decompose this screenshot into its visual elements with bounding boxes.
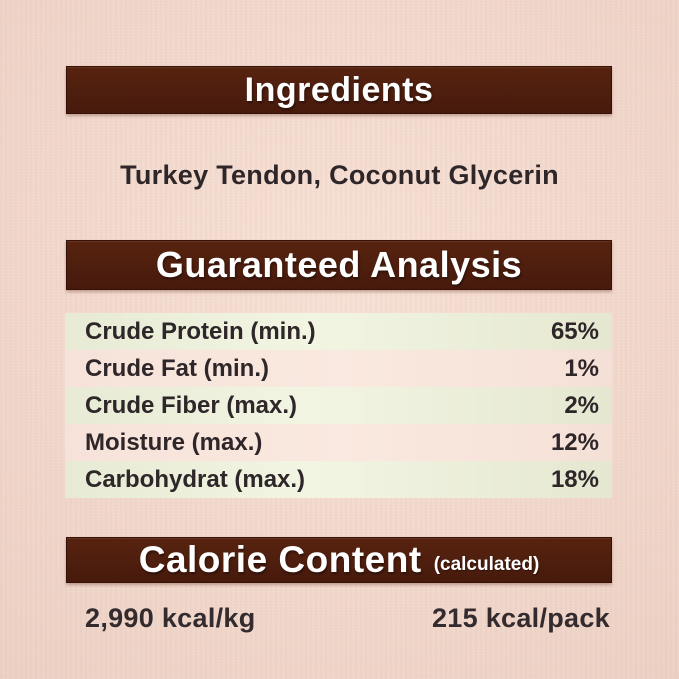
row-value: 12% (550, 428, 599, 456)
row-value: 1% (564, 354, 599, 382)
row-label: Crude Protein (min.) (85, 317, 316, 345)
row-label: Crude Fat (min.) (85, 354, 269, 382)
table-row-carbohydrat: Carbohydrat (max.) 18% (65, 461, 612, 498)
row-value: 18% (550, 465, 599, 493)
row-value: 2% (564, 391, 599, 419)
calorie-content-title: Calorie Content (138, 539, 422, 580)
table-row-crude-fat: Crude Fat (min.) 1% (65, 350, 612, 387)
calorie-content-subtitle: (calculated) (433, 553, 540, 575)
kcal-per-kg: 2,990 kcal/kg (85, 603, 256, 633)
row-label: Carbohydrat (max.) (85, 465, 306, 493)
ingredients-title: Ingredients (244, 70, 434, 109)
ingredients-header-bar: Ingredients (66, 66, 612, 114)
guaranteed-analysis-header-bar: Guaranteed Analysis (66, 240, 612, 290)
guaranteed-analysis-table: Crude Protein (min.) 65% Crude Fat (min.… (65, 313, 612, 498)
row-value: 65% (550, 317, 599, 345)
ingredients-list: Turkey Tendon, Coconut Glycerin (120, 160, 559, 190)
kcal-per-pack: 215 kcal/pack (431, 603, 610, 633)
guaranteed-analysis-title: Guaranteed Analysis (155, 244, 523, 285)
calorie-values-row: 2,990 kcal/kg 215 kcal/pack (0, 603, 679, 634)
table-row-crude-fiber: Crude Fiber (max.) 2% (65, 387, 612, 424)
row-label: Crude Fiber (max.) (85, 391, 298, 419)
calorie-content-header-bar: Calorie Content (calculated) (66, 537, 612, 583)
table-row-moisture: Moisture (max.) 12% (65, 424, 612, 461)
table-row-crude-protein: Crude Protein (min.) 65% (65, 313, 612, 350)
row-label: Moisture (max.) (85, 428, 263, 456)
